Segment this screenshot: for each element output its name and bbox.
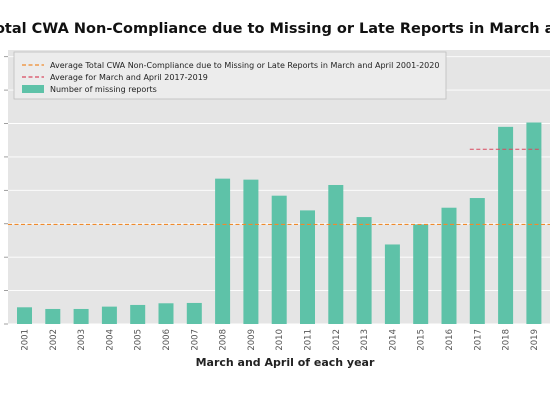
chart-title: Total CWA Non-Compliance due to Missing … (0, 21, 550, 37)
bar-2007 (186, 302, 202, 324)
x-tick-label: 2012 (332, 329, 342, 351)
legend-label-avg-total: Average Total CWA Non-Compliance due to … (50, 61, 439, 70)
bar-2019 (526, 122, 542, 324)
x-tick-label: 2006 (162, 329, 172, 351)
bar-2010 (271, 195, 287, 324)
x-tick-label: 2009 (247, 329, 257, 351)
x-tick-label: 2018 (502, 329, 512, 351)
x-tick-label: 2011 (304, 329, 314, 351)
bar-2005 (130, 304, 146, 324)
x-axis: 2001 2002 2003 2004 2005 2006 2007 2008 2009 2010… (21, 329, 540, 351)
x-tick-label: 2002 (49, 329, 59, 351)
x-tick-label: 2004 (105, 329, 115, 351)
x-tick-label: 2001 (21, 329, 31, 351)
x-tick-label: 2014 (388, 329, 398, 351)
bars (17, 122, 542, 324)
bar-2016 (441, 207, 457, 324)
x-axis-label: March and April of each year (196, 356, 375, 369)
bar-2011 (300, 210, 315, 324)
x-tick-label: 2016 (445, 329, 455, 351)
x-tick-label: 2005 (134, 329, 144, 351)
bar-2004 (101, 306, 117, 324)
bar-2018 (498, 126, 514, 324)
bar-2013 (356, 217, 372, 324)
bar-2012 (328, 184, 344, 324)
legend-box (13, 51, 447, 100)
reference-lines (8, 148, 550, 225)
legend-label-avg-2017-2019: Average for March and April 2017-2019 (50, 73, 208, 82)
bar-2001 (17, 307, 32, 324)
x-tick-label: 2010 (275, 329, 285, 351)
x-tick-label: 2015 (417, 329, 427, 351)
bar-2003 (73, 308, 89, 324)
bar-2006 (158, 303, 174, 324)
x-tick-label: 2019 (530, 329, 540, 351)
x-tick-label: 2017 (473, 329, 483, 351)
x-tick-label: 2007 (190, 329, 200, 351)
y-axis (4, 56, 8, 325)
legend-swatch-missing-reports (22, 85, 44, 93)
legend: Average Total CWA Non-Compliance due to … (13, 51, 447, 100)
x-tick-label: 2003 (77, 329, 87, 351)
x-tick-label: 2008 (219, 329, 229, 351)
legend-label-missing-reports: Number of missing reports (50, 85, 157, 94)
bar-2002 (45, 308, 61, 324)
bar-2008 (215, 178, 231, 324)
bar-2014 (384, 244, 400, 324)
bar-2009 (243, 179, 259, 324)
x-tick-label: 2013 (360, 329, 370, 351)
bar-2017 (469, 198, 485, 324)
bar-2015 (413, 224, 429, 324)
